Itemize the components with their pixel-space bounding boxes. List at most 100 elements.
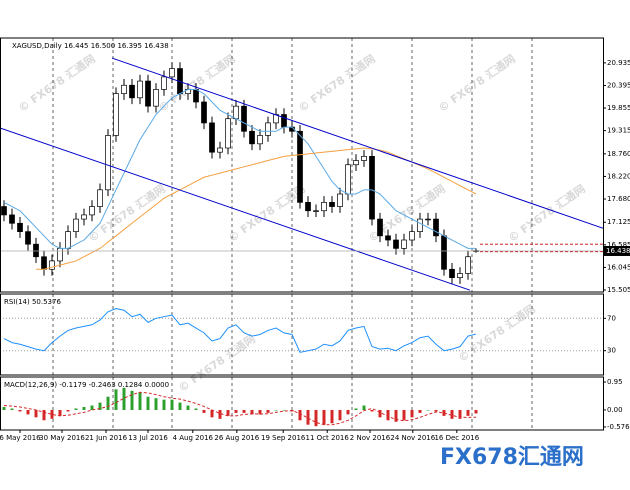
- candle-body: [73, 218, 79, 232]
- macd-bar: [146, 396, 150, 410]
- macd-bar: [186, 405, 190, 410]
- candle-body: [1, 206, 7, 216]
- candle-body: [425, 218, 431, 221]
- candle-body: [417, 218, 423, 232]
- macd-bar: [162, 399, 166, 410]
- macd-bar: [234, 409, 238, 413]
- macd-bar: [322, 409, 326, 425]
- candle-body: [305, 202, 311, 212]
- macd-bar: [2, 407, 6, 410]
- x-tick-label: 13 Jul 2016: [128, 434, 168, 442]
- macd-bar: [218, 409, 222, 419]
- macd-bar: [114, 389, 118, 410]
- candle-body: [217, 147, 223, 153]
- plot-area: XAGUSD,Daily 16.445 16.500 16.395 16.438…: [0, 37, 630, 442]
- candle-body: [25, 231, 31, 245]
- x-tick-label: 6 May 2016: [0, 434, 41, 442]
- macd-bar: [378, 409, 382, 418]
- macd-bar: [10, 408, 14, 410]
- macd-bar: [18, 409, 22, 412]
- candle-body: [313, 210, 319, 212]
- trendline: [0, 127, 471, 291]
- candle-body: [369, 156, 375, 220]
- macd-bar: [66, 409, 70, 412]
- macd-bar: [242, 409, 246, 413]
- macd-bar: [458, 409, 462, 419]
- y-tick-label: 20.935: [607, 59, 630, 67]
- candle-body: [265, 122, 271, 136]
- candle-body: [257, 135, 263, 145]
- panel: [2, 377, 533, 430]
- y-tick-label: 18.760: [607, 150, 630, 158]
- panel-title: XAGUSD,Daily 16.445 16.500 16.395 16.438: [12, 42, 169, 50]
- price-tag: [604, 245, 630, 256]
- y-tick-label: 20.395: [607, 81, 630, 89]
- y-tick-label: 30: [607, 347, 616, 355]
- y-tick-label: 70: [607, 314, 616, 322]
- macd-bar: [298, 409, 302, 421]
- candle-body: [433, 218, 439, 237]
- macd-bar: [386, 409, 390, 421]
- macd-bar: [178, 402, 182, 410]
- candle-body: [113, 93, 119, 136]
- candle-body: [169, 68, 175, 78]
- macd-bar: [42, 409, 46, 421]
- candle-body: [97, 189, 103, 207]
- macd-bar: [122, 387, 126, 410]
- candle-body: [337, 193, 343, 207]
- macd-bar: [58, 409, 62, 416]
- y-tick-label: 19.855: [607, 104, 630, 112]
- candle-body: [65, 231, 71, 249]
- macd-bar: [450, 409, 454, 419]
- y-tick-label: 16.045: [607, 263, 630, 271]
- panel-frame: [0, 293, 604, 376]
- macd-bar: [194, 408, 198, 410]
- candle-body: [345, 164, 351, 195]
- candle-body: [121, 84, 127, 94]
- x-tick-label: 24 Nov 2016: [390, 434, 435, 442]
- logo: FX678汇通网: [440, 445, 584, 470]
- macd-bar: [250, 409, 254, 415]
- candle-body: [193, 89, 199, 103]
- x-tick-label: 4 Aug 2016: [173, 434, 214, 442]
- macd-bar: [50, 409, 54, 419]
- macd-bar: [26, 409, 30, 415]
- panel-title: MACD(12,26,9) -0.1179 -0.2463 0.1284 0.0…: [4, 381, 169, 389]
- candle-body: [233, 105, 239, 120]
- macd-bar: [466, 409, 470, 416]
- candle-body: [393, 239, 399, 249]
- panel-frame: [0, 37, 604, 293]
- y-tick-label: 15.505: [607, 286, 630, 294]
- macd-bar: [90, 405, 94, 410]
- x-tick-label: 16 Dec 2016: [434, 434, 479, 442]
- candle-body: [89, 206, 95, 216]
- candle-body: [249, 130, 255, 145]
- y-tick-label: 16.585: [607, 241, 630, 249]
- macd-bar: [274, 409, 278, 411]
- macd-bar: [226, 409, 230, 416]
- candle-body: [353, 160, 359, 166]
- rsi-line: [3, 308, 477, 353]
- macd-bar: [330, 409, 334, 424]
- macd-bar: [434, 409, 438, 412]
- macd-bar: [474, 409, 478, 414]
- candle-body: [409, 231, 415, 241]
- y-tick-label: 17.125: [607, 218, 630, 226]
- candle-body: [441, 235, 447, 270]
- y-tick-label: 0.95: [607, 378, 623, 386]
- macd-bar: [82, 407, 86, 410]
- candle-body: [465, 256, 471, 274]
- x-tick-label: 30 May 2016: [39, 434, 85, 442]
- candle-body: [17, 222, 23, 232]
- macd-bar: [138, 392, 142, 410]
- macd-bar: [362, 405, 366, 410]
- candle-body: [137, 80, 143, 99]
- macd-bar: [354, 408, 358, 410]
- candle-body: [153, 89, 159, 107]
- candle-body: [161, 76, 167, 90]
- trendline: [111, 57, 603, 229]
- candle-body: [41, 256, 47, 270]
- y-tick-label: 17.680: [607, 195, 630, 203]
- y-tick-label: 19.315: [607, 127, 630, 135]
